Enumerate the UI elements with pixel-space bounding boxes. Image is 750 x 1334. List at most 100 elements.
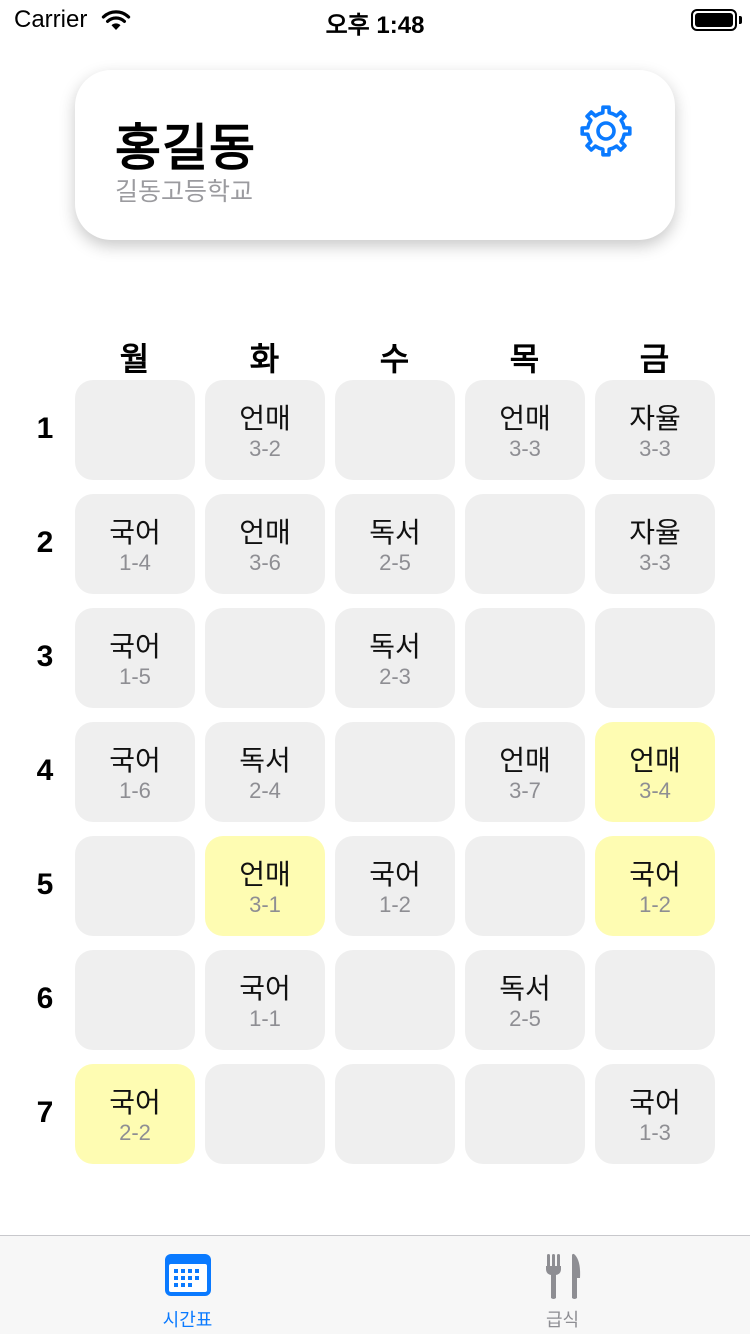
class-room-label: 1-2	[379, 892, 411, 917]
subject-label: 국어	[369, 858, 421, 891]
subject-label: 독서	[369, 630, 421, 663]
timetable-cell-mon-4[interactable]: 국어 1-6	[75, 722, 195, 822]
period-number: 7	[36, 1096, 54, 1129]
day-header-fri: 금	[639, 340, 670, 378]
timetable-cell-tue-7[interactable]	[205, 1064, 325, 1164]
battery-cap	[739, 16, 742, 24]
period-number: 3	[36, 640, 54, 673]
timetable-cell-fri-6[interactable]	[595, 950, 715, 1050]
class-room-label: 3-3	[639, 436, 671, 461]
subject-label: 독서	[499, 972, 551, 1005]
day-header-wed: 수	[379, 340, 410, 378]
timetable-cell-wed-3[interactable]: 독서 2-3	[335, 608, 455, 708]
timetable-cell-fri-4[interactable]: 언매 3-4	[595, 722, 715, 822]
timetable-cell-wed-6[interactable]	[335, 950, 455, 1050]
timetable-cell-tue-3[interactable]	[205, 608, 325, 708]
period-number: 1	[36, 412, 54, 445]
subject-label: 국어	[629, 1086, 681, 1119]
profile-card: 홍길동 길동고등학교	[75, 70, 675, 240]
class-room-label: 2-3	[379, 664, 411, 689]
class-room-label: 2-2	[119, 1120, 151, 1145]
subject-label: 언매	[239, 858, 291, 891]
class-room-label: 3-7	[509, 778, 541, 803]
period-number: 6	[36, 982, 54, 1015]
period-number: 2	[36, 526, 54, 559]
tab-meal[interactable]: 급식	[375, 1236, 750, 1334]
timetable-cell-thu-1[interactable]: 언매 3-3	[465, 380, 585, 480]
subject-label: 언매	[629, 744, 681, 777]
timetable-cell-tue-4[interactable]: 독서 2-4	[205, 722, 325, 822]
timetable-cell-wed-4[interactable]	[335, 722, 455, 822]
class-room-label: 1-4	[119, 550, 151, 575]
subject-label: 자율	[629, 402, 681, 435]
subject-label: 언매	[499, 744, 551, 777]
timetable-cell-tue-1[interactable]: 언매 3-2	[205, 380, 325, 480]
timetable-cell-mon-5[interactable]	[75, 836, 195, 936]
timetable-cell-thu-2[interactable]	[465, 494, 585, 594]
class-room-label: 2-4	[249, 778, 281, 803]
timetable-cell-wed-7[interactable]	[335, 1064, 455, 1164]
timetable-cell-thu-3[interactable]	[465, 608, 585, 708]
timetable-cell-wed-5[interactable]: 국어 1-2	[335, 836, 455, 936]
timetable-cell-fri-3[interactable]	[595, 608, 715, 708]
subject-label: 국어	[109, 1086, 161, 1119]
status-time: 오후 1:48	[325, 12, 425, 39]
subject-label: 국어	[109, 630, 161, 663]
subject-label: 독서	[369, 516, 421, 549]
user-name: 홍길동	[115, 119, 256, 177]
timetable-cell-mon-6[interactable]	[75, 950, 195, 1050]
day-header-tue: 화	[249, 340, 280, 378]
class-room-label: 3-3	[509, 436, 541, 461]
timetable-cell-fri-7[interactable]: 국어 1-3	[595, 1064, 715, 1164]
subject-label: 자율	[629, 516, 681, 549]
timetable-cell-tue-6[interactable]: 국어 1-1	[205, 950, 325, 1050]
class-room-label: 3-3	[639, 550, 671, 575]
timetable-cell-thu-5[interactable]	[465, 836, 585, 936]
timetable-cell-thu-6[interactable]: 독서 2-5	[465, 950, 585, 1050]
timetable-cell-mon-1[interactable]	[75, 380, 195, 480]
class-room-label: 3-4	[639, 778, 671, 803]
day-header-thu: 목	[509, 340, 540, 378]
wifi-icon	[101, 10, 131, 30]
class-room-label: 1-5	[119, 664, 151, 689]
timetable-cell-fri-5[interactable]: 국어 1-2	[595, 836, 715, 936]
class-room-label: 1-6	[119, 778, 151, 803]
fork-knife-icon	[545, 1253, 580, 1299]
day-header-mon: 월	[119, 340, 150, 378]
class-room-label: 2-5	[379, 550, 411, 575]
tab-meal-label: 급식	[545, 1310, 580, 1331]
timetable-cell-fri-1[interactable]: 자율 3-3	[595, 380, 715, 480]
timetable-cell-mon-2[interactable]: 국어 1-4	[75, 494, 195, 594]
timetable-cell-mon-3[interactable]: 국어 1-5	[75, 608, 195, 708]
class-room-label: 1-3	[639, 1120, 671, 1145]
class-room-label: 3-2	[249, 436, 281, 461]
subject-label: 언매	[239, 516, 291, 549]
subject-label: 국어	[629, 858, 681, 891]
timetable-cell-thu-7[interactable]	[465, 1064, 585, 1164]
carrier-label: Carrier	[14, 6, 88, 33]
subject-label: 언매	[239, 402, 291, 435]
tab-timetable[interactable]: 시간표	[0, 1236, 375, 1334]
class-room-label: 3-1	[249, 892, 281, 917]
timetable-cell-thu-4[interactable]: 언매 3-7	[465, 722, 585, 822]
class-room-label: 2-5	[509, 1006, 541, 1031]
tab-timetable-label: 시간표	[162, 1310, 213, 1331]
school-name: 길동고등학교	[115, 177, 254, 206]
timetable-cell-wed-1[interactable]	[335, 380, 455, 480]
timetable-cell-wed-2[interactable]: 독서 2-5	[335, 494, 455, 594]
subject-label: 국어	[109, 744, 161, 777]
subject-label: 언매	[499, 402, 551, 435]
class-room-label: 3-6	[249, 550, 281, 575]
status-bar: Carrier 오후 1:48	[0, 0, 750, 40]
subject-label: 국어	[239, 972, 291, 1005]
subject-label: 국어	[109, 516, 161, 549]
timetable-cell-mon-7[interactable]: 국어 2-2	[75, 1064, 195, 1164]
class-room-label: 1-1	[249, 1006, 281, 1031]
period-number: 4	[36, 754, 54, 787]
timetable-cell-tue-5[interactable]: 언매 3-1	[205, 836, 325, 936]
period-number: 5	[36, 868, 54, 901]
gear-icon[interactable]	[578, 103, 634, 159]
timetable-cell-fri-2[interactable]: 자율 3-3	[595, 494, 715, 594]
timetable-cell-tue-2[interactable]: 언매 3-6	[205, 494, 325, 594]
battery-icon	[691, 9, 737, 31]
